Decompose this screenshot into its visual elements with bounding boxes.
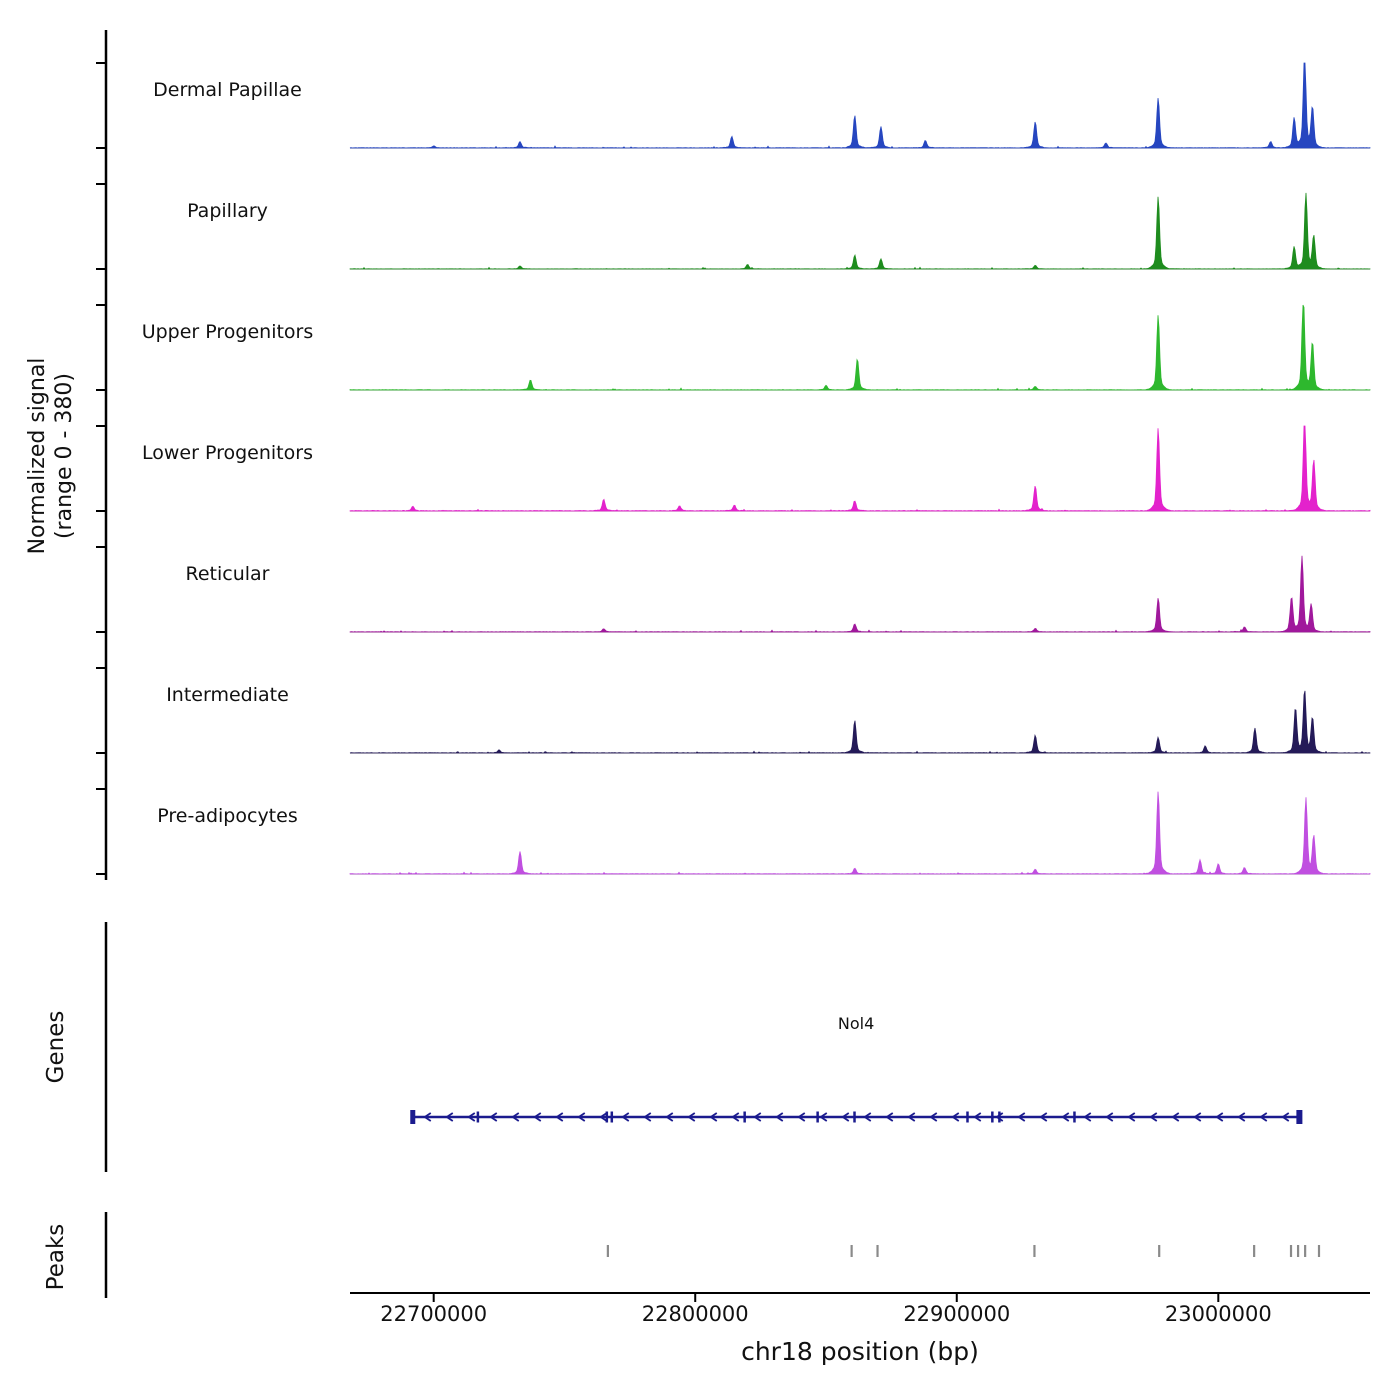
track-label: Pre-adipocytes: [157, 805, 298, 827]
peaks-section-label: Peaks: [43, 1223, 69, 1291]
gene-strand-arrow: [1193, 1112, 1202, 1122]
gene-strand-arrow: [1237, 1112, 1246, 1122]
gene-strand-arrow: [533, 1112, 542, 1122]
signal-area: [349, 62, 1371, 149]
track-label: Lower Progenitors: [142, 442, 313, 464]
gene-strand-arrow: [511, 1112, 520, 1122]
gene-strand-arrow: [577, 1112, 586, 1122]
signal-area: [349, 555, 1371, 633]
y-axis-label-line1: Normalized signal: [25, 357, 50, 555]
gene-end-marker: [410, 1110, 416, 1124]
gene-strand-arrow: [1127, 1112, 1136, 1122]
gene-strand-arrow: [885, 1112, 894, 1122]
gene-strand-arrow: [599, 1112, 608, 1122]
gene-strand-arrow: [907, 1112, 916, 1122]
gene-strand-arrow: [709, 1112, 718, 1122]
gene-strand-arrow: [951, 1112, 960, 1122]
signal-area: [349, 690, 1371, 754]
gene-strand-arrow: [1215, 1112, 1224, 1122]
y-axis-label: Normalized signal (range 0 - 380): [24, 246, 80, 666]
gene-strand-arrow: [1061, 1112, 1070, 1122]
genes-section-label: Genes: [43, 1010, 69, 1084]
gene-strand-arrow: [489, 1112, 498, 1122]
gene-strand-arrow: [1149, 1112, 1158, 1122]
gene-strand-arrow: [1259, 1112, 1268, 1122]
gene-strand-arrow: [643, 1112, 652, 1122]
gene-strand-arrow: [1039, 1112, 1048, 1122]
gene-strand-arrow: [445, 1112, 454, 1122]
gene-strand-arrow: [819, 1112, 828, 1122]
gene-strand-arrow: [621, 1112, 630, 1122]
track-label: Intermediate: [166, 684, 289, 706]
gene-strand-arrow: [929, 1112, 938, 1122]
gene-strand-arrow: [1281, 1112, 1290, 1122]
gene-strand-arrow: [863, 1112, 872, 1122]
gene-strand-arrow: [423, 1112, 432, 1122]
track-label: Upper Progenitors: [141, 321, 314, 343]
gene-strand-arrow: [467, 1112, 476, 1122]
gene-strand-arrow: [775, 1112, 784, 1122]
gene-end-marker: [1296, 1110, 1303, 1124]
track-label: Papillary: [187, 200, 268, 222]
gene-name-label: Nol4: [837, 1014, 875, 1033]
y-axis-label-line2: (range 0 - 380): [52, 372, 77, 540]
signal-area: [349, 192, 1371, 270]
gene-strand-arrow: [555, 1112, 564, 1122]
x-tick-label: 22700000: [380, 1302, 488, 1326]
gene-strand-arrow: [1083, 1112, 1092, 1122]
gene-strand-arrow: [1017, 1112, 1026, 1122]
x-tick-label: 22800000: [641, 1302, 749, 1326]
signal-area: [349, 425, 1371, 512]
x-tick-label: 23000000: [1164, 1302, 1272, 1326]
gene-strand-arrow: [995, 1112, 1004, 1122]
gene-strand-arrow: [841, 1112, 850, 1122]
gene-strand-arrow: [731, 1112, 740, 1122]
signal-area: [349, 304, 1371, 391]
gene-strand-arrow: [1171, 1112, 1180, 1122]
track-label: Dermal Papillae: [153, 79, 302, 101]
gene-strand-arrow: [1105, 1112, 1114, 1122]
gene-strand-arrow: [665, 1112, 674, 1122]
x-tick-label: 22900000: [903, 1302, 1011, 1326]
x-axis-title: chr18 position (bp): [741, 1337, 979, 1366]
gene-strand-arrow: [973, 1112, 982, 1122]
track-label: Reticular: [185, 563, 270, 585]
gene-strand-arrow: [687, 1112, 696, 1122]
signal-area: [349, 791, 1371, 875]
gene-strand-arrow: [753, 1112, 762, 1122]
gene-strand-arrow: [797, 1112, 806, 1122]
